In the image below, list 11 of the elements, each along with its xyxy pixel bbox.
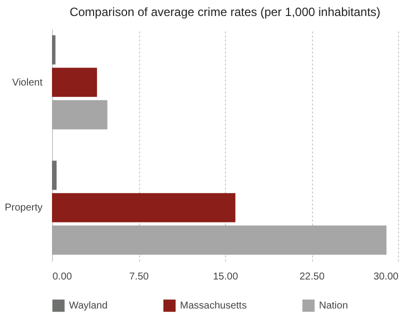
legend-label: Wayland bbox=[69, 300, 108, 312]
legend-label: Massachusetts bbox=[180, 300, 247, 312]
y-tick-label: Violent bbox=[12, 77, 43, 88]
legend-label: Nation bbox=[319, 300, 348, 312]
y-tick-label: Property bbox=[4, 202, 42, 214]
x-tick-label: 15.00 bbox=[212, 272, 238, 282]
x-tick-label: 22.50 bbox=[299, 272, 325, 282]
x-tick-label: 0.00 bbox=[52, 272, 72, 282]
chart-title: Comparison of average crime rates (per 1,000 inhabitants) bbox=[70, 5, 380, 19]
x-tick-label: 30.00 bbox=[373, 272, 399, 282]
x-tick-label: 7.50 bbox=[129, 272, 150, 282]
